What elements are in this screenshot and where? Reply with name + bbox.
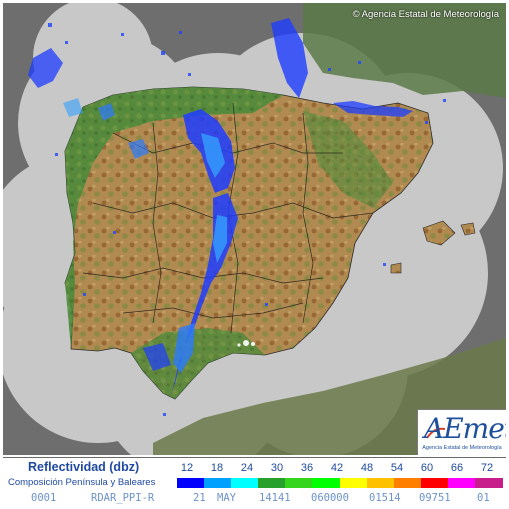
status-field: 0001 — [31, 492, 57, 504]
legend-swatch — [393, 478, 423, 488]
legend-value: 36 — [300, 462, 314, 474]
legend-value: 60 — [420, 462, 434, 474]
map-canvas — [3, 3, 506, 455]
balearic-islands — [390, 220, 476, 274]
logo-subtitle: Agencia Estatal de Meteorología — [422, 445, 502, 451]
status-field: 060000 — [311, 492, 349, 504]
legend-value: 42 — [330, 462, 344, 474]
legend-value: 48 — [360, 462, 374, 474]
legend-swatch — [366, 478, 396, 488]
legend-value: 30 — [270, 462, 284, 474]
status-field: RDAR_PPI-R — [91, 492, 155, 504]
sierra-nevada-snow — [237, 340, 255, 347]
logo-wordmark: AEmet — [424, 412, 506, 445]
status-field: MAY — [217, 492, 236, 504]
legend-swatch — [420, 478, 450, 488]
status-field: 01514 — [369, 492, 401, 504]
status-field: 14141 — [259, 492, 291, 504]
reflectivity-legend: Reflectividad (dbz) Composición Penínsul… — [3, 457, 506, 492]
status-field: 01 — [477, 492, 490, 504]
legend-swatch — [258, 478, 287, 488]
legend-subtitle: Composición Península y Baleares — [8, 477, 156, 488]
radar-map: © Agencia Estatal de Meteorología AEmet … — [3, 3, 506, 455]
precipitation-echoes — [28, 18, 413, 403]
legend-color-bar — [177, 478, 504, 488]
legend-value: 18 — [210, 462, 224, 474]
legend-value: 24 — [240, 462, 254, 474]
status-field: 09751 — [419, 492, 451, 504]
legend-swatch — [474, 478, 504, 488]
legend-swatch — [285, 478, 314, 488]
status-field: 21 — [193, 492, 206, 504]
legend-swatch — [204, 478, 233, 488]
legend-values: 12 18 24 30 36 42 48 54 60 66 72 — [173, 462, 503, 476]
legend-swatch — [339, 478, 368, 488]
status-line: 0001 RDAR_PPI-R 21 MAY 14141 060000 01514 09751… — [3, 492, 506, 504]
legend-swatch — [312, 478, 341, 488]
legend-value: 12 — [180, 462, 194, 474]
legend-value: 72 — [480, 462, 494, 474]
legend-swatch — [177, 478, 206, 488]
legend-swatch — [231, 478, 260, 488]
copyright-notice: © Agencia Estatal de Meteorología — [352, 9, 499, 20]
logo-swoosh-icon — [426, 427, 446, 439]
legend-value: 66 — [450, 462, 464, 474]
legend-value: 54 — [390, 462, 404, 474]
legend-title: Reflectividad (dbz) — [28, 460, 140, 474]
legend-swatch — [447, 478, 477, 488]
aemet-logo: AEmet Agencia Estatal de Meteorología — [417, 409, 506, 455]
precipitation-speckle — [48, 23, 446, 416]
